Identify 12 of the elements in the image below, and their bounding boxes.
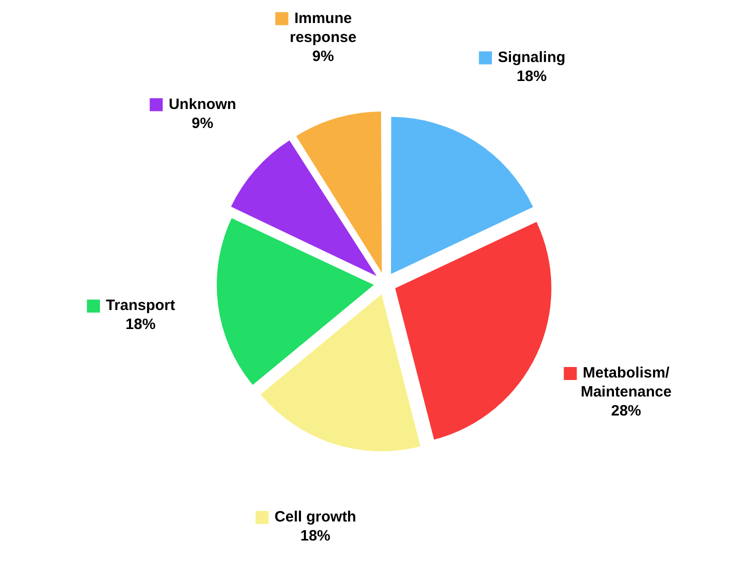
data-label: 18%	[516, 68, 547, 85]
data-label: 9%	[312, 48, 334, 65]
legend-label: Immune response	[290, 10, 356, 46]
data-label: 18%	[126, 316, 156, 334]
legend-label: Signaling	[498, 48, 566, 66]
data-label: 28%	[611, 402, 642, 420]
legend-label: Transport	[106, 297, 176, 314]
legend-label: Cell growth	[274, 508, 356, 526]
legend-label: Unknown	[168, 96, 236, 113]
data-label: 9%	[192, 114, 214, 132]
data-label: 18%	[300, 528, 330, 545]
legend-label: Metabolism/ Maintenance	[580, 364, 672, 401]
